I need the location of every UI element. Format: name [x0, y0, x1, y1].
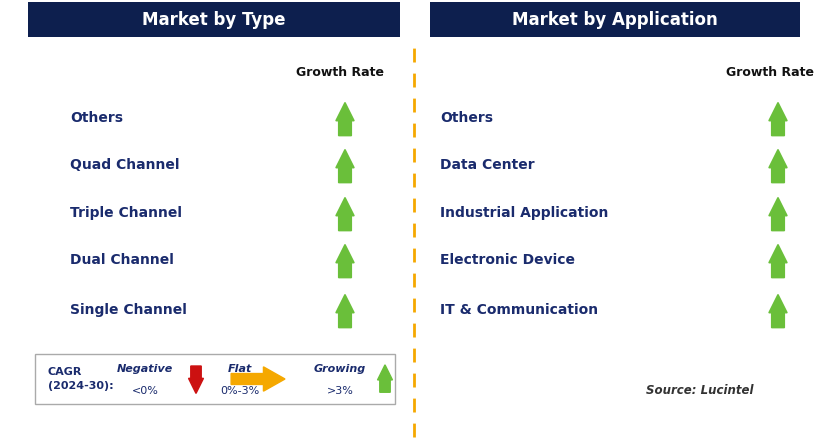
Polygon shape	[188, 366, 203, 393]
Text: Flat: Flat	[228, 364, 252, 374]
FancyBboxPatch shape	[35, 354, 394, 404]
Text: Data Center: Data Center	[440, 158, 534, 172]
Polygon shape	[335, 244, 354, 278]
Polygon shape	[768, 149, 786, 183]
Text: 0%-3%: 0%-3%	[220, 386, 259, 396]
Text: Negative: Negative	[117, 364, 173, 374]
Text: Others: Others	[70, 111, 123, 125]
Text: <0%: <0%	[132, 386, 158, 396]
Text: Single Channel: Single Channel	[70, 303, 186, 317]
Text: IT & Communication: IT & Communication	[440, 303, 598, 317]
Polygon shape	[231, 367, 285, 391]
Text: Electronic Device: Electronic Device	[440, 253, 575, 267]
FancyBboxPatch shape	[28, 2, 400, 37]
Text: Growing: Growing	[314, 364, 366, 374]
Text: Quad Channel: Quad Channel	[70, 158, 180, 172]
Text: >3%: >3%	[326, 386, 353, 396]
Polygon shape	[335, 103, 354, 136]
Text: CAGR
(2024-30):: CAGR (2024-30):	[48, 367, 113, 391]
Polygon shape	[377, 365, 392, 392]
Text: Industrial Application: Industrial Application	[440, 206, 608, 220]
Text: Growth Rate: Growth Rate	[725, 65, 813, 79]
Polygon shape	[768, 244, 786, 278]
Text: Growth Rate: Growth Rate	[296, 65, 383, 79]
Text: Dual Channel: Dual Channel	[70, 253, 174, 267]
Polygon shape	[768, 198, 786, 231]
Text: Triple Channel: Triple Channel	[70, 206, 182, 220]
Text: Market by Application: Market by Application	[512, 11, 717, 28]
Polygon shape	[335, 198, 354, 231]
Text: Market by Type: Market by Type	[142, 11, 286, 28]
Polygon shape	[335, 294, 354, 328]
Text: Others: Others	[440, 111, 493, 125]
Polygon shape	[768, 294, 786, 328]
Polygon shape	[335, 149, 354, 183]
Polygon shape	[768, 103, 786, 136]
FancyBboxPatch shape	[430, 2, 799, 37]
Text: Source: Lucintel: Source: Lucintel	[646, 384, 753, 396]
